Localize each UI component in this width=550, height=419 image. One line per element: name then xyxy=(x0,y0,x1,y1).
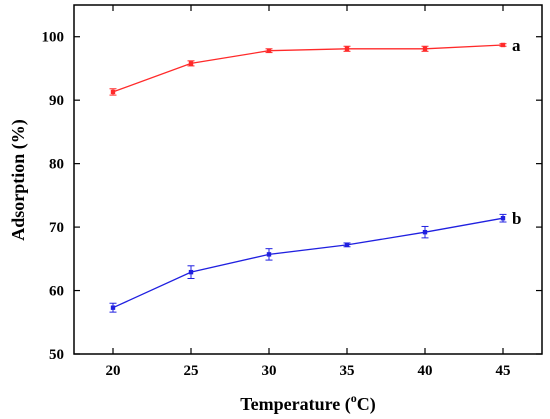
y-tick-label: 80 xyxy=(49,157,64,173)
data-point xyxy=(344,46,350,51)
x-tick-label: 40 xyxy=(418,363,433,379)
x-tick-label: 20 xyxy=(106,363,121,379)
series-label: a xyxy=(512,36,521,55)
series-layer: ab xyxy=(109,36,521,313)
series-label: b xyxy=(512,209,521,228)
y-tick-label: 50 xyxy=(49,347,64,363)
data-point xyxy=(188,61,194,66)
data-point xyxy=(344,242,350,248)
x-tick-label: 30 xyxy=(262,363,277,379)
series-a: a xyxy=(109,36,521,96)
series-b: b xyxy=(109,209,521,313)
data-point xyxy=(500,42,506,48)
x-axis-title-tail: C) xyxy=(357,394,376,415)
data-point xyxy=(422,46,428,51)
x-axis-title-main: Temperature ( xyxy=(240,394,350,415)
data-point xyxy=(266,252,272,257)
y-tick-label: 90 xyxy=(49,93,64,109)
data-point xyxy=(110,305,116,310)
y-tick-label: 100 xyxy=(42,30,65,46)
y-tick-label: 60 xyxy=(49,284,64,300)
x-tick-label: 45 xyxy=(496,363,511,379)
data-point xyxy=(500,216,506,221)
x-tick-label: 25 xyxy=(184,363,199,379)
y-tick-label: 70 xyxy=(49,220,64,236)
series-line xyxy=(112,44,504,93)
x-axis-title-superscript: o xyxy=(351,391,357,405)
series-line xyxy=(112,217,504,309)
axis-ticks: 20 25 30 35 40 45 50 60 70 80 90 100 xyxy=(42,5,542,379)
data-point xyxy=(266,48,272,53)
x-axis-title: Temperature (oC) xyxy=(240,391,375,415)
y-axis-title: Adsorption (%) xyxy=(8,119,29,241)
plot-frame xyxy=(73,4,543,355)
x-tick-label: 35 xyxy=(340,363,355,379)
data-point xyxy=(188,269,194,275)
data-point xyxy=(422,229,428,235)
data-point xyxy=(110,89,116,95)
